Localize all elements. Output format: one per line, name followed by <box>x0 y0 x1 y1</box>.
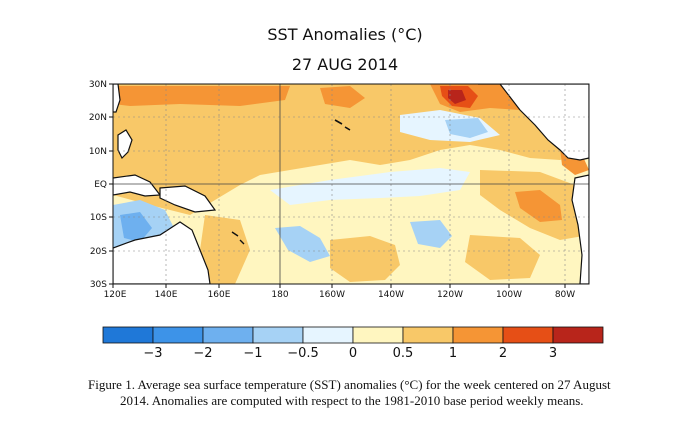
colorbar <box>102 326 604 344</box>
lon-label-140e: 140E <box>155 290 178 300</box>
warm-region-southwest <box>200 215 250 284</box>
map-title: SST Anomalies (°C) <box>267 25 423 44</box>
colorbar-swatch <box>352 326 404 344</box>
lat-label-20n: 20N <box>89 113 107 123</box>
colorbar-label: −1 <box>243 346 263 361</box>
land-south-america <box>571 174 589 284</box>
lat-label-20s: 20S <box>90 247 107 257</box>
lon-label-160e: 160E <box>208 290 231 300</box>
figure-caption: Figure 1. Average sea surface temperatur… <box>88 377 668 409</box>
neutral-band-equatorial <box>270 168 470 205</box>
lat-label-10s: 10S <box>90 213 107 223</box>
lat-label-10n: 10N <box>89 147 107 157</box>
colorbar-label: 3 <box>548 346 558 361</box>
cool-patch-west-deep <box>120 212 152 242</box>
land-indonesia <box>113 174 162 197</box>
strong-warm-east-eq <box>515 190 562 222</box>
warm-region-south-east <box>465 235 540 280</box>
island-fiji <box>231 231 245 245</box>
lon-label-120e: 120E <box>104 290 127 300</box>
lat-label-30n: 30N <box>89 80 107 90</box>
colorbar-label: 0.5 <box>392 346 414 361</box>
caption-line-1: Figure 1. Average sea surface temperatur… <box>88 377 611 392</box>
cool-patch-south <box>410 220 452 248</box>
warm-region-west <box>113 84 215 190</box>
colorbar-label: −0.5 <box>287 346 319 361</box>
lon-label-100w: 100W <box>496 290 522 300</box>
cool-patch-south-central <box>275 226 330 262</box>
lon-label-80w: 80W <box>555 290 575 300</box>
cool-patch-subtropical-east <box>445 118 488 138</box>
colorbar-label: −2 <box>193 346 213 361</box>
very-warm-core-center <box>448 90 466 104</box>
land-new-guinea <box>159 185 217 213</box>
land-australia <box>113 221 211 284</box>
strong-warm-north-west <box>113 86 290 106</box>
lat-label-eq: EQ <box>94 180 107 190</box>
colorbar-swatch <box>102 326 154 344</box>
island-hawaii <box>334 119 351 131</box>
colorbar-swatch <box>252 326 304 344</box>
colorbar-swatch <box>302 326 354 344</box>
colorbar-swatch <box>402 326 454 344</box>
lon-label-120w: 120W <box>437 290 463 300</box>
lon-label-160w: 160W <box>319 290 345 300</box>
colorbar-swatch <box>552 326 604 344</box>
colorbar-label: −3 <box>143 346 163 361</box>
colorbar-label: 0 <box>348 346 358 361</box>
strong-warm-north-central <box>320 86 365 108</box>
colorbar-swatch <box>202 326 254 344</box>
colorbar-label: 1 <box>448 346 458 361</box>
lon-label-180: 180 <box>271 290 288 300</box>
land-north-america <box>478 84 589 161</box>
sst-anomaly-field <box>113 84 589 284</box>
colorbar-swatch <box>452 326 504 344</box>
warm-region-south-central <box>330 236 400 282</box>
colorbar-swatch <box>502 326 554 344</box>
lat-label-30s: 30S <box>90 280 107 290</box>
lon-label-140w: 140W <box>378 290 404 300</box>
land-philippines <box>117 129 133 160</box>
colorbar-label: 2 <box>498 346 508 361</box>
caption-line-2: 2014. Anomalies are computed with respec… <box>120 393 584 408</box>
land-asia-north <box>113 84 121 113</box>
map-date: 27 AUG 2014 <box>291 55 399 74</box>
colorbar-swatch <box>152 326 204 344</box>
